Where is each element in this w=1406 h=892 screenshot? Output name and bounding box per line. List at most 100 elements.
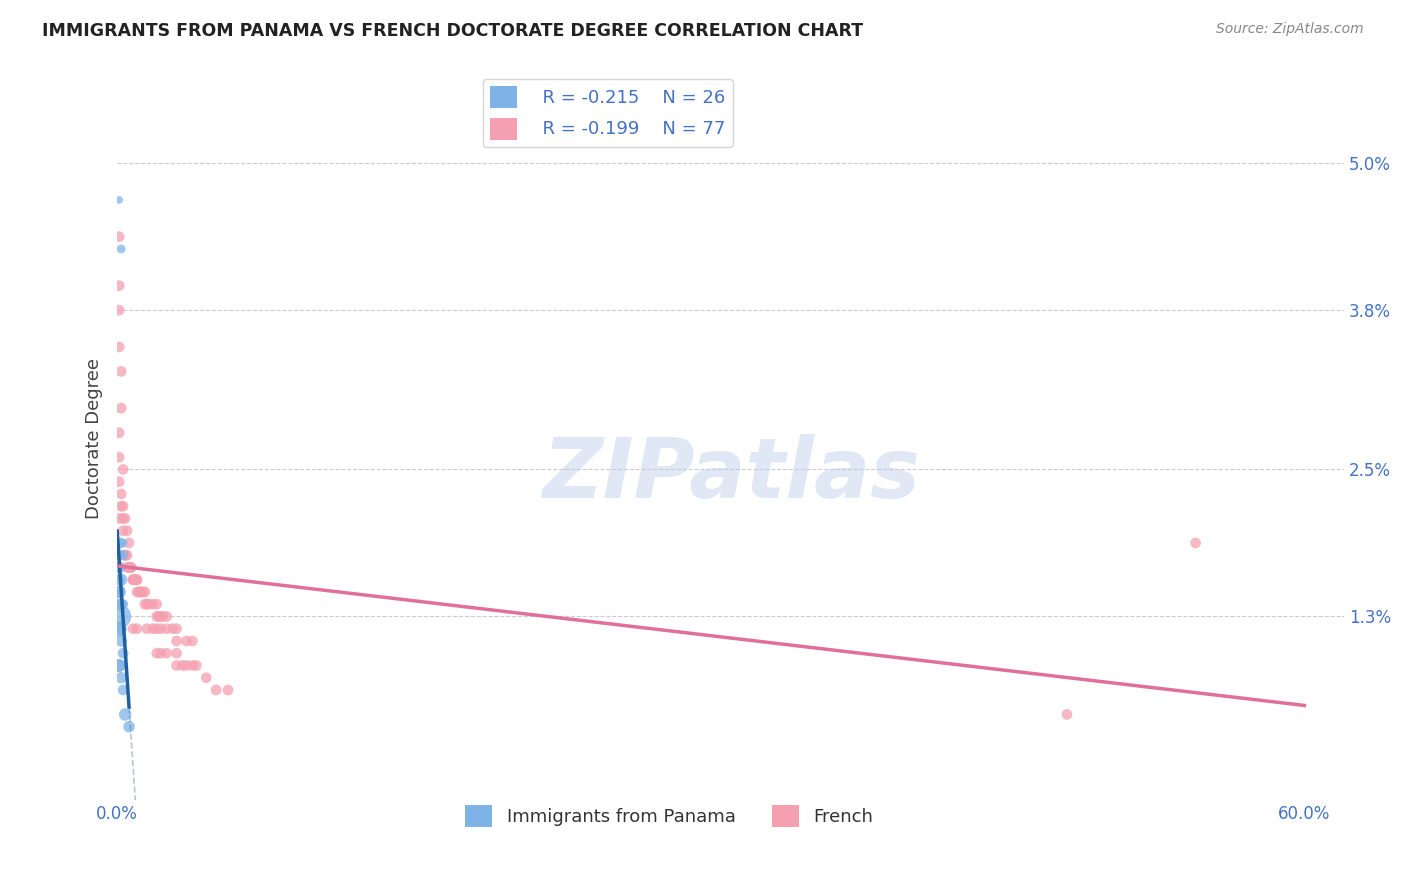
Point: [125, 573, 148, 587]
Point: [129, 585, 152, 599]
Point: [110, 242, 132, 256]
Point: [114, 511, 136, 525]
Point: [120, 560, 142, 574]
Point: [181, 658, 204, 673]
Point: [108, 560, 131, 574]
Point: [134, 597, 156, 611]
Point: [115, 548, 138, 562]
Point: [112, 524, 135, 538]
Text: ZIPatlas: ZIPatlas: [541, 434, 920, 516]
Point: [176, 634, 198, 648]
Point: [115, 524, 138, 538]
Point: [135, 622, 157, 636]
Point: [176, 658, 198, 673]
Point: [112, 536, 135, 550]
Point: [162, 622, 184, 636]
Point: [142, 622, 165, 636]
Point: [149, 622, 172, 636]
Point: [110, 548, 132, 562]
Point: [114, 548, 136, 562]
Point: [156, 622, 179, 636]
Point: [112, 548, 135, 562]
Point: [149, 609, 172, 624]
Point: [108, 658, 131, 673]
Point: [108, 622, 131, 636]
Text: IMMIGRANTS FROM PANAMA VS FRENCH DOCTORATE DEGREE CORRELATION CHART: IMMIGRANTS FROM PANAMA VS FRENCH DOCTORA…: [42, 22, 863, 40]
Point: [125, 622, 148, 636]
Point: [108, 585, 131, 599]
Point: [108, 573, 131, 587]
Point: [145, 622, 167, 636]
Point: [118, 560, 141, 574]
Point: [118, 560, 141, 574]
Legend: Immigrants from Panama, French: Immigrants from Panama, French: [458, 798, 880, 835]
Point: [108, 658, 131, 673]
Point: [110, 487, 132, 501]
Point: [108, 475, 131, 489]
Point: [108, 229, 131, 244]
Point: [217, 683, 239, 698]
Point: [112, 597, 135, 611]
Point: [132, 585, 155, 599]
Point: [108, 278, 131, 293]
Point: [112, 646, 135, 660]
Point: [1184, 536, 1206, 550]
Point: [110, 364, 132, 378]
Point: [148, 609, 170, 624]
Point: [110, 401, 132, 416]
Point: [108, 560, 131, 574]
Point: [156, 609, 179, 624]
Point: [181, 634, 204, 648]
Point: [108, 340, 131, 354]
Point: [186, 658, 208, 673]
Point: [108, 548, 131, 562]
Point: [205, 683, 228, 698]
Point: [108, 536, 131, 550]
Point: [124, 573, 146, 587]
Point: [142, 597, 165, 611]
Point: [1056, 707, 1078, 722]
Point: [108, 511, 131, 525]
Point: [152, 609, 174, 624]
Point: [110, 597, 132, 611]
Point: [108, 450, 131, 465]
Point: [112, 683, 135, 698]
Point: [166, 622, 188, 636]
Point: [122, 622, 145, 636]
Point: [145, 597, 167, 611]
Point: [110, 499, 132, 513]
Point: [114, 548, 136, 562]
Point: [120, 560, 142, 574]
Point: [166, 646, 188, 660]
Point: [110, 634, 132, 648]
Point: [115, 560, 138, 574]
Point: [108, 425, 131, 440]
Point: [110, 573, 132, 587]
Text: Source: ZipAtlas.com: Source: ZipAtlas.com: [1216, 22, 1364, 37]
Point: [108, 597, 131, 611]
Point: [108, 193, 131, 207]
Point: [122, 573, 145, 587]
Point: [114, 707, 136, 722]
Point: [172, 658, 194, 673]
Point: [108, 303, 131, 318]
Point: [156, 646, 179, 660]
Point: [195, 671, 218, 685]
Point: [108, 622, 131, 636]
Point: [134, 585, 156, 599]
Point: [129, 585, 152, 599]
Point: [125, 585, 148, 599]
Point: [125, 573, 148, 587]
Point: [145, 609, 167, 624]
Point: [110, 671, 132, 685]
Point: [138, 597, 160, 611]
Point: [118, 536, 141, 550]
Point: [124, 573, 146, 587]
Point: [166, 658, 188, 673]
Point: [128, 585, 150, 599]
Point: [122, 573, 145, 587]
Point: [124, 573, 146, 587]
Y-axis label: Doctorate Degree: Doctorate Degree: [86, 359, 103, 519]
Point: [108, 585, 131, 599]
Point: [112, 511, 135, 525]
